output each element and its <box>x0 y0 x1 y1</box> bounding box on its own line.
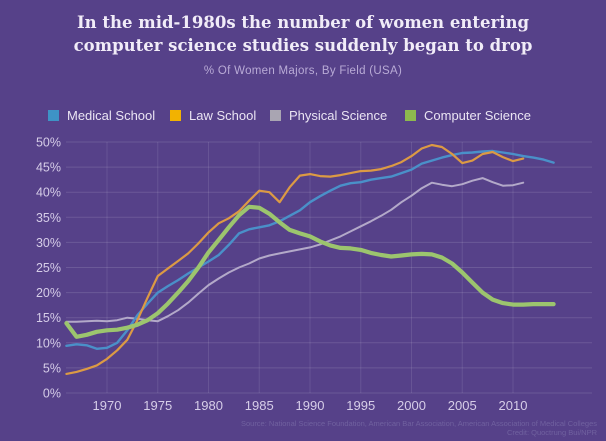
x-tick-label: 1995 <box>346 398 375 413</box>
y-tick-label: 50% <box>36 136 61 150</box>
legend-swatch-icon <box>270 110 281 121</box>
legend-item-medical-school: Medical School <box>48 108 155 123</box>
x-tick-label: 2010 <box>499 398 528 413</box>
credit-attribution: Credit: Quoctrung Bui/NPR <box>506 428 597 437</box>
y-tick-label: 5% <box>43 361 61 375</box>
legend-swatch-icon <box>170 110 181 121</box>
y-tick-label: 20% <box>36 286 61 300</box>
y-tick-label: 35% <box>36 211 61 225</box>
y-tick-label: 0% <box>43 387 61 401</box>
x-tick-label: 1980 <box>194 398 223 413</box>
y-tick-label: 25% <box>36 261 61 275</box>
x-tick-label: 1970 <box>93 398 122 413</box>
legend-label: Computer Science <box>424 108 531 123</box>
y-tick-label: 40% <box>36 186 61 200</box>
legend-swatch-icon <box>48 110 59 121</box>
legend-item-physical-science: Physical Science <box>270 108 387 123</box>
source-attribution: Source: National Science Foundation, Ame… <box>240 419 597 428</box>
legend-label: Law School <box>189 108 257 123</box>
y-tick-label: 45% <box>36 161 61 175</box>
legend-swatch-icon <box>405 110 416 121</box>
legend-item-law-school: Law School <box>170 108 256 123</box>
x-tick-label: 2000 <box>397 398 426 413</box>
y-tick-label: 30% <box>36 236 61 250</box>
series-line-physical-science <box>65 177 525 323</box>
series-line-law-school <box>65 143 525 375</box>
y-tick-label: 15% <box>36 311 61 325</box>
chart-title-line1: In the mid-1980s the number of women ent… <box>76 13 530 32</box>
legend-label: Medical School <box>67 108 156 123</box>
legend-item-computer-science: Computer Science <box>405 108 531 123</box>
y-tick-label: 10% <box>36 336 61 350</box>
chart-subtitle: % Of Women Majors, By Field (USA) <box>203 65 403 77</box>
legend-label: Physical Science <box>289 108 388 123</box>
chart-title-line2: computer science studies suddenly began … <box>73 36 533 55</box>
x-tick-label: 1975 <box>143 398 172 413</box>
series-line-computer-science <box>64 204 556 339</box>
attribution: Source: National Science Foundation, Ame… <box>241 419 597 437</box>
series-line-medical-school <box>65 149 555 350</box>
legend: Medical School Law School Physical Scien… <box>0 108 606 126</box>
chart-title: In the mid-1980s the number of women ent… <box>0 11 606 57</box>
x-tick-label: 1985 <box>245 398 274 413</box>
x-tick-label: 1990 <box>296 398 325 413</box>
x-tick-label: 2005 <box>448 398 477 413</box>
